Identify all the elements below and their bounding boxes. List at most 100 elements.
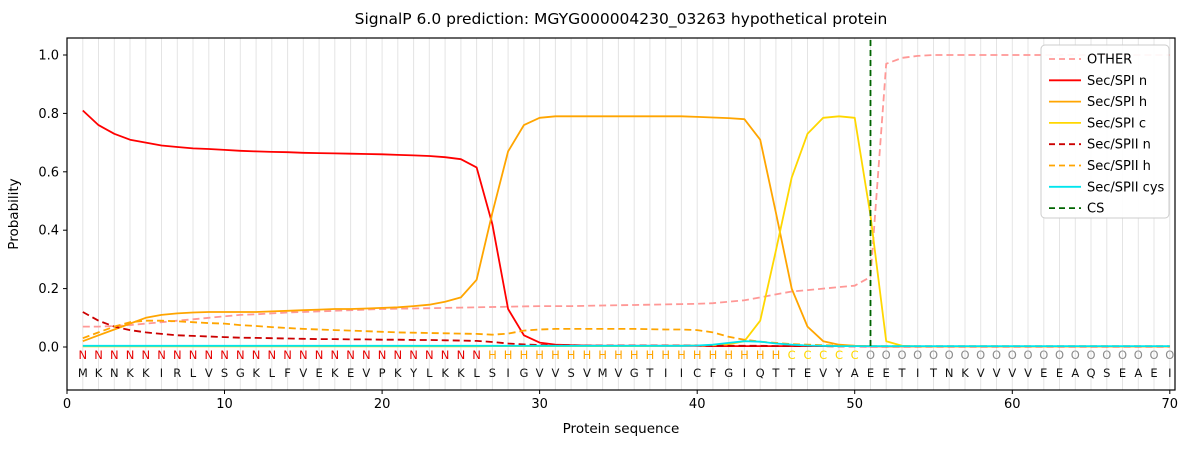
- svg-text:N: N: [126, 348, 135, 362]
- svg-text:C: C: [835, 348, 843, 362]
- svg-text:O: O: [1039, 348, 1048, 362]
- svg-text:H: H: [551, 348, 560, 362]
- svg-text:H: H: [583, 348, 592, 362]
- svg-text:N: N: [236, 348, 245, 362]
- chart-title: SignalP 6.0 prediction: MGYG000004230_03…: [354, 10, 888, 28]
- series-sec-spi-n-line: [82, 109, 1170, 348]
- svg-text:O: O: [913, 348, 922, 362]
- svg-text:N: N: [315, 348, 324, 362]
- svg-text:C: C: [803, 348, 811, 362]
- svg-text:L: L: [426, 366, 433, 380]
- svg-text:S: S: [221, 366, 228, 380]
- svg-text:O: O: [1071, 348, 1080, 362]
- svg-text:T: T: [771, 366, 780, 380]
- svg-text:H: H: [614, 348, 623, 362]
- svg-text:O: O: [976, 348, 985, 362]
- svg-text:N: N: [299, 348, 308, 362]
- svg-text:N: N: [141, 348, 150, 362]
- svg-text:10: 10: [216, 397, 233, 412]
- svg-text:O: O: [992, 348, 1001, 362]
- svg-text:V: V: [1024, 366, 1032, 380]
- svg-text:70: 70: [1162, 397, 1179, 412]
- svg-text:N: N: [110, 366, 119, 380]
- svg-text:P: P: [379, 366, 386, 380]
- svg-text:O: O: [1165, 348, 1174, 362]
- svg-text:T: T: [645, 366, 654, 380]
- series-sec-spii-n-line: [82, 311, 1170, 348]
- series-sec-spii-h-line: [82, 319, 1170, 348]
- svg-text:A: A: [1071, 366, 1079, 380]
- residue-gridlines: [82, 38, 1171, 390]
- svg-text:N: N: [378, 348, 387, 362]
- svg-text:A: A: [1134, 366, 1142, 380]
- svg-text:L: L: [269, 366, 276, 380]
- svg-text:H: H: [724, 348, 733, 362]
- svg-text:S: S: [1103, 366, 1110, 380]
- svg-text:O: O: [1149, 348, 1158, 362]
- svg-text:N: N: [441, 348, 450, 362]
- svg-text:N: N: [189, 348, 198, 362]
- svg-text:Sec/SPI c: Sec/SPI c: [1087, 116, 1146, 131]
- svg-text:G: G: [236, 366, 245, 380]
- svg-text:I: I: [680, 366, 683, 380]
- y-axis-ticks: 0.0 0.2 0.4 0.6 0.8 1.0: [38, 49, 67, 356]
- svg-text:I: I: [1168, 366, 1171, 380]
- svg-text:V: V: [993, 366, 1001, 380]
- legend-entry-sec-spii-cys: Sec/SPII cys: [1049, 180, 1165, 195]
- svg-text:20: 20: [374, 397, 391, 412]
- svg-text:N: N: [472, 348, 481, 362]
- svg-text:O: O: [1102, 348, 1111, 362]
- svg-text:T: T: [897, 366, 906, 380]
- legend-box: [1040, 44, 1170, 219]
- legend-entry-sec-spi-c: Sec/SPI c: [1049, 116, 1146, 131]
- svg-text:H: H: [740, 348, 749, 362]
- svg-text:V: V: [362, 366, 370, 380]
- svg-text:Sec/SPI h: Sec/SPI h: [1087, 95, 1147, 110]
- svg-text:O: O: [929, 348, 938, 362]
- svg-text:L: L: [190, 366, 197, 380]
- svg-text:H: H: [661, 348, 670, 362]
- svg-text:A: A: [851, 366, 859, 380]
- svg-text:O: O: [1118, 348, 1127, 362]
- svg-text:Sec/SPII n: Sec/SPII n: [1087, 138, 1151, 153]
- legend-entry-sec-spii-n: Sec/SPII n: [1049, 138, 1151, 153]
- svg-text:1.0: 1.0: [38, 49, 59, 64]
- plot-border: [66, 37, 1176, 391]
- svg-text:I: I: [506, 366, 509, 380]
- svg-text:N: N: [173, 348, 182, 362]
- svg-text:E: E: [883, 366, 890, 380]
- svg-text:0.2: 0.2: [38, 282, 59, 297]
- svg-text:E: E: [1150, 366, 1157, 380]
- legend-entry-other: OTHER: [1049, 53, 1132, 68]
- svg-text:K: K: [457, 366, 465, 380]
- svg-text:N: N: [425, 348, 434, 362]
- svg-text:H: H: [693, 348, 702, 362]
- svg-text:40: 40: [689, 397, 706, 412]
- svg-text:C: C: [788, 348, 796, 362]
- svg-text:V: V: [536, 366, 544, 380]
- svg-text:I: I: [160, 366, 163, 380]
- svg-text:V: V: [299, 366, 307, 380]
- svg-text:E: E: [1040, 366, 1047, 380]
- svg-text:K: K: [142, 366, 150, 380]
- svg-text:F: F: [284, 366, 291, 380]
- svg-text:H: H: [677, 348, 686, 362]
- svg-text:0: 0: [63, 397, 71, 412]
- svg-text:G: G: [519, 366, 528, 380]
- svg-text:H: H: [598, 348, 607, 362]
- svg-text:N: N: [110, 348, 119, 362]
- svg-text:Q: Q: [756, 366, 765, 380]
- svg-text:N: N: [346, 348, 355, 362]
- svg-text:I: I: [916, 366, 919, 380]
- svg-text:C: C: [851, 348, 859, 362]
- svg-text:O: O: [1134, 348, 1143, 362]
- svg-text:E: E: [867, 366, 874, 380]
- svg-text:E: E: [315, 366, 322, 380]
- svg-text:G: G: [724, 366, 733, 380]
- svg-text:CS: CS: [1087, 202, 1104, 217]
- svg-text:H: H: [535, 348, 544, 362]
- svg-text:Sec/SPII cys: Sec/SPII cys: [1087, 180, 1165, 195]
- svg-text:N: N: [945, 366, 954, 380]
- svg-text:Y: Y: [409, 366, 418, 380]
- x-axis-ticks: 0 10 20 30 40 50 60 70: [63, 390, 1178, 412]
